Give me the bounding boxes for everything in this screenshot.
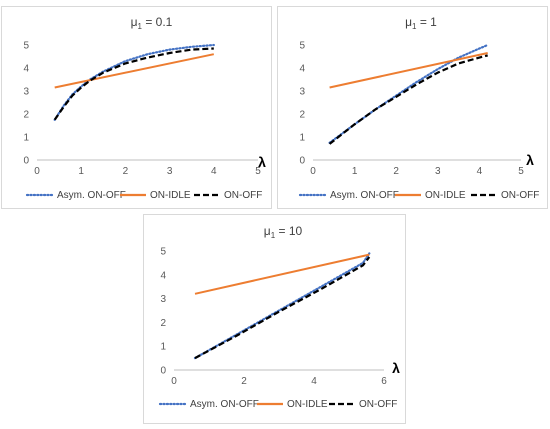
- y-tick-label: 4: [23, 64, 29, 75]
- x-tick-label: 2: [241, 376, 247, 387]
- y-tick-label: 5: [299, 41, 305, 52]
- series-line-on-idle: [54, 53, 215, 89]
- x-tick-label: 3: [435, 166, 441, 177]
- y-tick-label: 4: [299, 64, 305, 75]
- series-line-asym-on-off: [193, 252, 371, 360]
- legend-label: Asym. ON-OFF: [190, 399, 259, 410]
- series-line-on-off: [53, 47, 214, 121]
- chart-title: μ1 = 1: [405, 15, 437, 31]
- legend-label: ON-IDLE: [425, 190, 466, 201]
- y-tick-label: 0: [299, 156, 305, 167]
- x-tick-label: 4: [211, 166, 217, 177]
- legend-label: ON-IDLE: [150, 190, 191, 201]
- y-tick-label: 5: [23, 41, 29, 52]
- chart-panel-mu-1: μ1 = 1 0 1 2 3 4 5 0 1 2 3 4 5 λ Asym. ON-OFF ON-IDLE ON…: [277, 6, 548, 209]
- x-tick-label: 3: [167, 166, 173, 177]
- y-tick-label: 3: [23, 87, 29, 98]
- x-tick-label: 2: [123, 166, 129, 177]
- series-line-on-off: [328, 54, 488, 145]
- series-line-on-off: [194, 256, 371, 360]
- x-tick-label: 5: [255, 166, 261, 177]
- y-tick-label: 2: [23, 110, 29, 121]
- y-tick-label: 1: [299, 133, 305, 144]
- y-tick-label: 5: [160, 247, 166, 258]
- legend-label: Asym. ON-OFF: [57, 190, 126, 201]
- series-line-asym-on-off: [53, 43, 215, 121]
- x-tick-label: 1: [78, 166, 84, 177]
- x-tick-label: 4: [477, 166, 483, 177]
- y-tick-label: 3: [160, 294, 166, 305]
- legend-label: ON-OFF: [501, 190, 539, 201]
- series-line-asym-on-off: [328, 43, 489, 144]
- series-line-on-idle: [329, 52, 488, 89]
- chart-title: μ1 = 10: [264, 224, 303, 240]
- y-tick-label: 1: [160, 342, 166, 353]
- x-tick-label: 0: [310, 166, 316, 177]
- x-tick-label: 0: [171, 376, 177, 387]
- x-tick-label: 5: [518, 166, 524, 177]
- x-axis-label: λ: [258, 154, 266, 170]
- x-tick-label: 4: [311, 376, 317, 387]
- y-tick-label: 4: [160, 270, 166, 281]
- chart-svg: μ1 = 10 0 1 2 3 4 5 0 2 4 6λ Asym. ON-OFF ON-IDLE ON-…: [158, 224, 400, 410]
- y-tick-label: 2: [299, 110, 305, 121]
- x-tick-label: 6: [381, 376, 387, 387]
- x-axis-label: λ: [392, 360, 400, 376]
- legend-label: Asym. ON-OFF: [330, 190, 399, 201]
- x-axis-label: λ: [526, 152, 534, 168]
- chart-title: μ1 = 0.1: [131, 15, 173, 31]
- x-tick-label: 1: [352, 166, 358, 177]
- legend-label: ON-IDLE: [287, 399, 328, 410]
- chart-panel-mu-0-1: μ1 = 0.1 0 1 2 3 4 5 0 1 2 3 4 5 λ Asym. ON-OFF ON-IDLE…: [1, 6, 272, 209]
- x-tick-label: 0: [34, 166, 40, 177]
- x-tick-label: 2: [393, 166, 399, 177]
- chart-panel-mu-10: μ1 = 10 0 1 2 3 4 5 0 2 4 6 λ Asym. ON-OFF ON-IDLE ON-…: [143, 214, 406, 424]
- y-tick-label: 3: [299, 87, 305, 98]
- y-tick-label: 0: [160, 366, 166, 377]
- series-line-on-idle: [194, 253, 370, 295]
- y-tick-label: 1: [23, 133, 29, 144]
- y-tick-label: 0: [23, 156, 29, 167]
- legend-label: ON-OFF: [359, 399, 397, 410]
- legend-label: ON-OFF: [224, 190, 262, 201]
- y-tick-label: 2: [160, 318, 166, 329]
